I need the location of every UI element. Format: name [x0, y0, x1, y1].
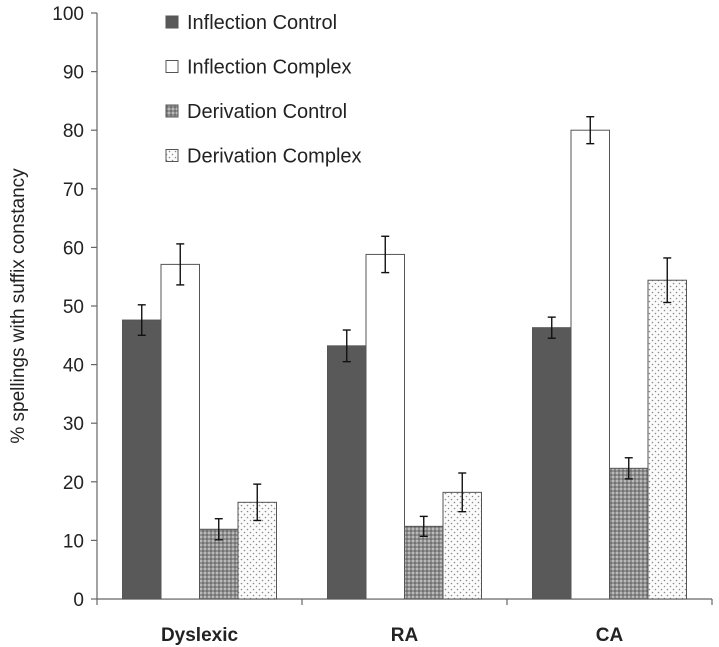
legend: Inflection Control Inflection Complex Deri… [165, 12, 362, 168]
error-bars [137, 116, 672, 541]
y-tick-label: 50 [63, 297, 84, 318]
bar [327, 345, 367, 600]
y-tick-label: 30 [63, 414, 84, 435]
y-tick-label: 40 [63, 356, 84, 377]
y-tick-label: 80 [63, 121, 84, 142]
x-axis: Dyslexic RA CA [96, 598, 713, 646]
bar [570, 129, 610, 600]
legend-swatch [165, 149, 179, 162]
bar [365, 253, 405, 600]
y-tick-label: 0 [73, 590, 84, 611]
bar [122, 319, 162, 600]
y-tick-label: 10 [63, 531, 84, 552]
x-category-label: CA [596, 625, 624, 646]
legend-swatch [165, 104, 179, 118]
bar [532, 327, 572, 600]
y-tick-label: 100 [52, 4, 84, 25]
legend-label: Inflection Complex [187, 57, 352, 79]
y-tick-label: 60 [63, 238, 84, 259]
bars [122, 129, 687, 600]
bar [609, 467, 649, 600]
x-category-label: RA [391, 625, 419, 646]
legend-label: Derivation Complex [187, 146, 362, 168]
y-tick-label: 90 [63, 63, 84, 84]
y-tick-label: 70 [63, 180, 84, 201]
legend-label: Inflection Control [187, 12, 337, 34]
bar [199, 528, 239, 600]
bar [647, 279, 687, 600]
bar [160, 263, 200, 600]
y-axis: 0 10 20 30 40 50 60 70 80 90 100 [52, 4, 98, 611]
bar [404, 525, 444, 600]
legend-label: Derivation Control [187, 101, 347, 123]
x-category-label: Dyslexic [161, 625, 239, 646]
y-tick-label: 20 [63, 473, 84, 494]
y-axis-title: % spellings with suffix constancy [8, 168, 29, 444]
legend-swatch [165, 15, 179, 29]
legend-swatch [165, 60, 179, 73]
